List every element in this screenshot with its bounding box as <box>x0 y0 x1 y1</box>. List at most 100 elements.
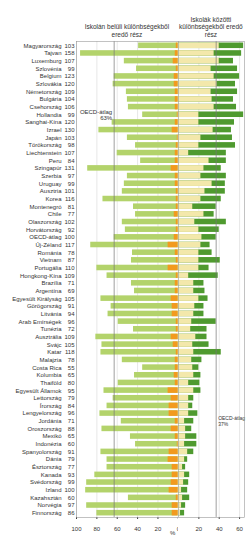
svg-text:20: 20 <box>195 526 202 532</box>
svg-text:Costa Rica: Costa Rica <box>32 365 62 371</box>
svg-text:118: 118 <box>65 349 75 355</box>
svg-text:Görögország: Görögország <box>27 303 62 309</box>
svg-text:120: 120 <box>64 81 75 87</box>
svg-text:Kanada: Kanada <box>41 472 62 478</box>
svg-text:99: 99 <box>68 479 75 485</box>
svg-text:Izland: Izland <box>46 487 62 493</box>
svg-text:60: 60 <box>114 526 121 532</box>
svg-text:Tajvan: Tajvan <box>44 50 61 56</box>
svg-text:109: 109 <box>64 273 75 279</box>
svg-text:92: 92 <box>68 227 75 233</box>
svg-text:Írország: Írország <box>40 403 62 409</box>
svg-text:Jordánia: Jordánia <box>39 418 63 424</box>
svg-text:106: 106 <box>64 104 75 110</box>
svg-text:103: 103 <box>64 43 75 49</box>
svg-text:81: 81 <box>68 204 75 210</box>
svg-text:Ausztrália: Ausztrália <box>35 334 62 340</box>
svg-text:55: 55 <box>68 365 75 371</box>
svg-text:Belgium: Belgium <box>40 73 62 79</box>
svg-text:99: 99 <box>68 181 75 187</box>
svg-text:Tunézia: Tunézia <box>40 326 62 332</box>
svg-text:Hollandia: Hollandia <box>37 112 63 118</box>
svg-text:Egyesült Államok: Egyesült Államok <box>16 388 62 394</box>
svg-text:91: 91 <box>68 449 75 455</box>
svg-text:110: 110 <box>65 265 75 271</box>
svg-text:116: 116 <box>65 196 75 202</box>
svg-text:Új-Zéland: Új-Zéland <box>36 242 62 248</box>
svg-text:98: 98 <box>68 142 75 148</box>
svg-text:Dánia: Dánia <box>46 456 62 462</box>
svg-text:Peru: Peru <box>49 158 62 164</box>
svg-text:Indonézia: Indonézia <box>36 441 63 447</box>
svg-text:Argentína: Argentína <box>36 288 63 294</box>
svg-text:Szlovénia: Szlovénia <box>36 66 63 72</box>
svg-text:101: 101 <box>64 188 75 194</box>
svg-text:158: 158 <box>64 50 75 56</box>
svg-text:Sanghai-Kína: Sanghai-Kína <box>25 119 62 125</box>
svg-text:88: 88 <box>68 426 75 432</box>
svg-text:Portugália: Portugália <box>35 265 63 271</box>
svg-text:104: 104 <box>64 96 75 102</box>
svg-text:Svédország: Svédország <box>30 479 62 485</box>
svg-text:105: 105 <box>64 296 75 302</box>
svg-text:Mexikó: Mexikó <box>43 433 63 439</box>
svg-text:123: 123 <box>64 73 75 79</box>
svg-text:103: 103 <box>64 135 75 141</box>
svg-text:93: 93 <box>68 472 75 478</box>
svg-text:%: % <box>170 530 176 536</box>
svg-text:117: 117 <box>65 242 75 248</box>
svg-text:69: 69 <box>68 288 75 294</box>
svg-text:78: 78 <box>68 250 75 256</box>
svg-text:Csehország: Csehország <box>30 104 62 110</box>
svg-text:Spanyolország: Spanyolország <box>22 449 62 455</box>
svg-text:107: 107 <box>64 58 75 64</box>
svg-text:Németország: Németország <box>26 89 62 95</box>
svg-text:Vietnam: Vietnam <box>40 257 62 263</box>
svg-text:Szlovákia: Szlovákia <box>36 81 62 87</box>
svg-text:Finnország: Finnország <box>32 510 62 516</box>
svg-text:120: 120 <box>64 119 75 125</box>
svg-text:Svájc: Svájc <box>47 342 62 348</box>
svg-text:Japán: Japán <box>45 135 61 141</box>
svg-text:Lettország: Lettország <box>34 395 62 401</box>
svg-text:84: 84 <box>68 158 75 164</box>
svg-text:100: 100 <box>64 487 75 493</box>
svg-text:96: 96 <box>68 410 75 416</box>
svg-text:Montenegró: Montenegró <box>30 204 63 210</box>
svg-text:Ausztria: Ausztria <box>40 188 62 194</box>
svg-text:Magyarország: Magyarország <box>24 43 62 49</box>
svg-text:84: 84 <box>68 403 75 409</box>
svg-text:OECD-átlag37%: OECD-átlag37% <box>218 415 245 426</box>
svg-text:96: 96 <box>68 319 75 325</box>
svg-text:Litvánia: Litvánia <box>41 311 62 317</box>
svg-text:Bulgária: Bulgária <box>40 96 63 102</box>
svg-text:Szerbia: Szerbia <box>41 173 62 179</box>
svg-text:Románia: Románia <box>38 250 63 256</box>
svg-text:Malajzia: Malajzia <box>40 357 63 363</box>
svg-text:79: 79 <box>68 456 75 462</box>
svg-text:20: 20 <box>155 526 162 532</box>
svg-text:97: 97 <box>68 502 75 508</box>
svg-text:Norvégia: Norvégia <box>38 502 63 508</box>
svg-text:109: 109 <box>64 334 75 340</box>
svg-text:105: 105 <box>64 342 75 348</box>
svg-text:79: 79 <box>68 395 75 401</box>
svg-text:Brazília: Brazília <box>42 280 63 286</box>
svg-text:65: 65 <box>68 433 75 439</box>
svg-text:78: 78 <box>68 357 75 363</box>
svg-text:Szingapúr: Szingapúr <box>35 165 62 171</box>
svg-text:131: 131 <box>64 165 75 171</box>
svg-text:Luxemburg: Luxemburg <box>32 58 62 64</box>
svg-text:97: 97 <box>68 173 75 179</box>
svg-text:94: 94 <box>68 311 75 317</box>
svg-text:Egyesült Királyság: Egyesült Királyság <box>12 296 61 302</box>
svg-text:100: 100 <box>64 234 75 240</box>
svg-text:Oroszország: Oroszország <box>28 426 62 432</box>
svg-text:Törökország: Törökország <box>28 142 61 148</box>
svg-text:65: 65 <box>68 372 75 378</box>
svg-text:77: 77 <box>68 464 75 470</box>
svg-text:Izrael: Izrael <box>47 127 62 133</box>
svg-text:86: 86 <box>68 510 75 516</box>
svg-text:Kazahsztán: Kazahsztán <box>30 495 61 501</box>
svg-text:Katar: Katar <box>47 349 61 355</box>
